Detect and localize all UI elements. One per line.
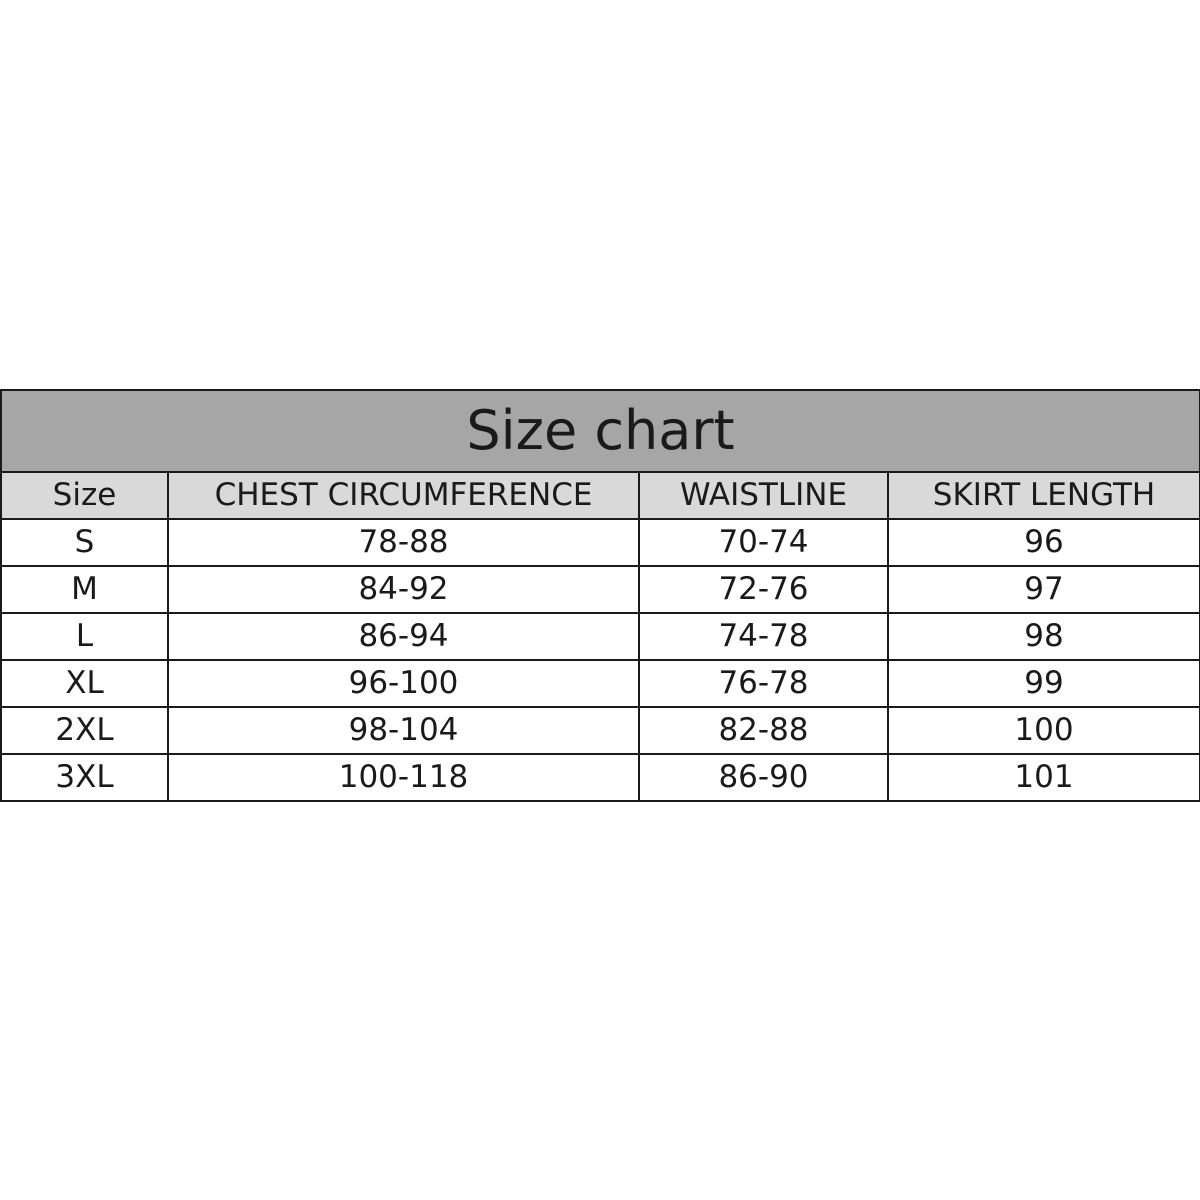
cell-chest: 78-88 [167, 518, 640, 567]
column-header-skirt-length: SKIRT LENGTH [886, 471, 1200, 520]
cell-waistline: 72-76 [638, 565, 889, 614]
table-row: 3XL 100-118 86-90 101 [0, 753, 1200, 802]
cell-skirt-length: 99 [886, 659, 1200, 708]
cell-skirt-length: 101 [886, 753, 1200, 802]
cell-size: S [0, 518, 169, 567]
header-row: Size CHEST CIRCUMFERENCE WAISTLINE SKIRT… [0, 471, 1200, 520]
column-header-waistline: WAISTLINE [638, 471, 889, 520]
size-chart-table: Size chart Size CHEST CIRCUMFERENCE WAIS… [0, 389, 1200, 802]
cell-skirt-length: 97 [886, 565, 1200, 614]
chart-title: Size chart [0, 389, 1200, 473]
cell-chest: 96-100 [167, 659, 640, 708]
cell-waistline: 74-78 [638, 612, 889, 661]
column-header-chest: CHEST CIRCUMFERENCE [167, 471, 640, 520]
cell-chest: 86-94 [167, 612, 640, 661]
cell-chest: 98-104 [167, 706, 640, 755]
cell-waistline: 82-88 [638, 706, 889, 755]
table-row: 2XL 98-104 82-88 100 [0, 706, 1200, 755]
table-row: L 86-94 74-78 98 [0, 612, 1200, 661]
table-row: XL 96-100 76-78 99 [0, 659, 1200, 708]
cell-chest: 84-92 [167, 565, 640, 614]
column-header-size: Size [0, 471, 169, 520]
cell-waistline: 86-90 [638, 753, 889, 802]
cell-skirt-length: 100 [886, 706, 1200, 755]
table-row: M 84-92 72-76 97 [0, 565, 1200, 614]
cell-size: XL [0, 659, 169, 708]
table-row: S 78-88 70-74 96 [0, 518, 1200, 567]
cell-size: M [0, 565, 169, 614]
cell-waistline: 76-78 [638, 659, 889, 708]
cell-size: 3XL [0, 753, 169, 802]
cell-size: L [0, 612, 169, 661]
cell-waistline: 70-74 [638, 518, 889, 567]
cell-skirt-length: 98 [886, 612, 1200, 661]
cell-chest: 100-118 [167, 753, 640, 802]
cell-size: 2XL [0, 706, 169, 755]
cell-skirt-length: 96 [886, 518, 1200, 567]
